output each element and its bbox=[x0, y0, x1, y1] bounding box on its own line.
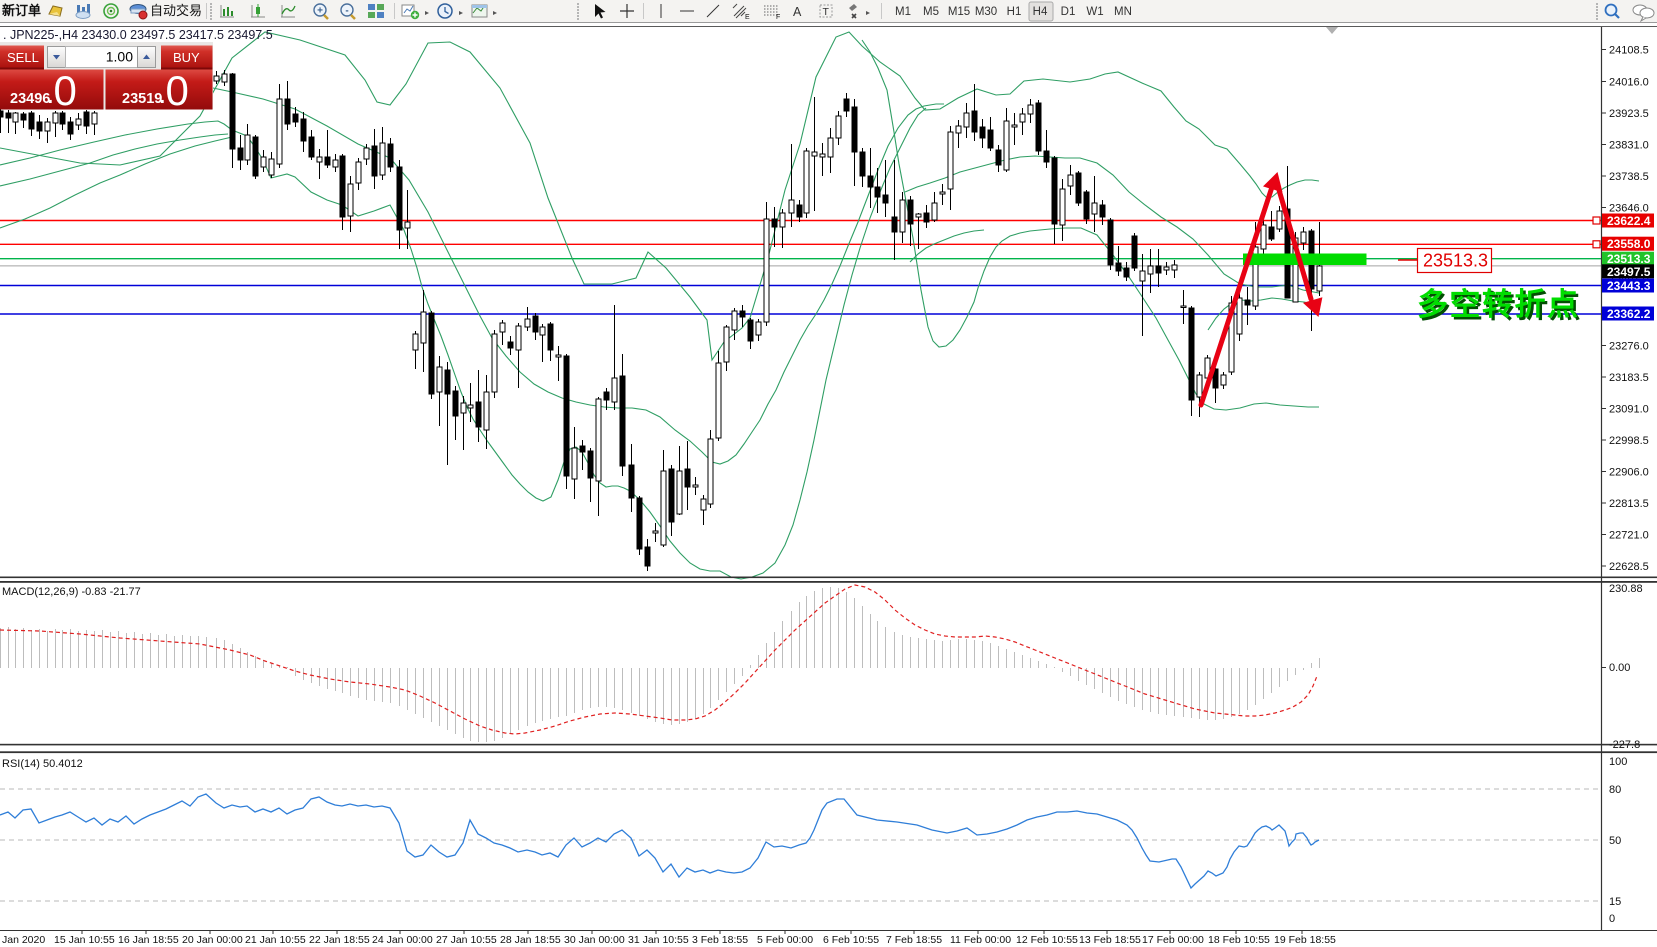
svg-text:D1: D1 bbox=[1061, 6, 1076, 18]
svg-text:23622.4: 23622.4 bbox=[1607, 214, 1651, 228]
svg-text:+: + bbox=[317, 6, 323, 17]
svg-text:24108.5: 24108.5 bbox=[1609, 45, 1649, 57]
svg-text:18 Feb 10:55: 18 Feb 10:55 bbox=[1208, 934, 1270, 946]
svg-text:1.00: 1.00 bbox=[106, 49, 133, 65]
svg-text:0: 0 bbox=[166, 67, 189, 114]
svg-text:50: 50 bbox=[1609, 835, 1621, 847]
svg-text:22813.5: 22813.5 bbox=[1609, 498, 1649, 510]
svg-text:新订单: 新订单 bbox=[2, 3, 41, 18]
svg-text:17 Feb 00:00: 17 Feb 00:00 bbox=[1142, 934, 1204, 946]
svg-text:23362.2: 23362.2 bbox=[1607, 307, 1651, 321]
svg-text:16 Jan 18:55: 16 Jan 18:55 bbox=[118, 934, 179, 946]
svg-text:23738.5: 23738.5 bbox=[1609, 171, 1649, 183]
svg-text:A: A bbox=[793, 5, 802, 19]
svg-text:. JPN225-,H4 23430.0 23497.5: . JPN225-,H4 23430.0 23497.5 23417.5 234… bbox=[3, 28, 273, 42]
svg-text:多空转折点: 多空转折点 bbox=[1420, 290, 1583, 325]
svg-text:Jan 2020: Jan 2020 bbox=[2, 934, 45, 946]
svg-text:6 Feb 10:55: 6 Feb 10:55 bbox=[823, 934, 879, 946]
svg-text:T: T bbox=[823, 6, 830, 18]
svg-text:0: 0 bbox=[1609, 913, 1615, 925]
svg-text:24 Jan 00:00: 24 Jan 00:00 bbox=[372, 934, 433, 946]
svg-text:23496: 23496 bbox=[10, 91, 50, 107]
svg-text:31 Jan 10:55: 31 Jan 10:55 bbox=[628, 934, 689, 946]
svg-text:19 Feb 18:55: 19 Feb 18:55 bbox=[1274, 934, 1336, 946]
svg-text:21 Jan 10:55: 21 Jan 10:55 bbox=[245, 934, 306, 946]
svg-text:3 Feb 18:55: 3 Feb 18:55 bbox=[692, 934, 748, 946]
svg-text:23646.0: 23646.0 bbox=[1609, 203, 1649, 215]
svg-text:M5: M5 bbox=[923, 6, 939, 18]
svg-text:22 Jan 18:55: 22 Jan 18:55 bbox=[309, 934, 370, 946]
svg-text:23513.3: 23513.3 bbox=[1423, 251, 1488, 271]
svg-text:MN: MN bbox=[1114, 6, 1132, 18]
svg-text:多空转折点: 多空转折点 bbox=[1417, 287, 1580, 322]
svg-text:23558.0: 23558.0 bbox=[1607, 237, 1651, 251]
svg-text:15: 15 bbox=[1609, 896, 1621, 908]
svg-text:RSI(14) 50.4012: RSI(14) 50.4012 bbox=[2, 758, 83, 770]
svg-text:12 Feb 10:55: 12 Feb 10:55 bbox=[1016, 934, 1078, 946]
svg-text:H1: H1 bbox=[1007, 6, 1022, 18]
svg-text:M15: M15 bbox=[948, 6, 970, 18]
svg-text:.: . bbox=[48, 86, 54, 108]
svg-text:23183.5: 23183.5 bbox=[1609, 372, 1649, 384]
svg-text:230.88: 230.88 bbox=[1609, 583, 1643, 595]
svg-text:M1: M1 bbox=[895, 6, 911, 18]
svg-text:0: 0 bbox=[54, 67, 77, 114]
svg-text:23497.5: 23497.5 bbox=[1607, 265, 1651, 279]
svg-text:-227.8: -227.8 bbox=[1609, 739, 1640, 751]
svg-text:100: 100 bbox=[1609, 756, 1627, 768]
svg-text:24016.0: 24016.0 bbox=[1609, 77, 1649, 89]
svg-text:30 Jan 00:00: 30 Jan 00:00 bbox=[564, 934, 625, 946]
svg-text:BUY: BUY bbox=[173, 50, 200, 65]
svg-text:27 Jan 10:55: 27 Jan 10:55 bbox=[436, 934, 497, 946]
svg-text:23276.0: 23276.0 bbox=[1609, 341, 1649, 353]
svg-text:22721.0: 22721.0 bbox=[1609, 530, 1649, 542]
svg-text:20 Jan 00:00: 20 Jan 00:00 bbox=[182, 934, 243, 946]
svg-text:MACD(12,26,9) -0.83 -21.77: MACD(12,26,9) -0.83 -21.77 bbox=[2, 586, 141, 598]
svg-text:11 Feb 00:00: 11 Feb 00:00 bbox=[950, 934, 1011, 946]
svg-text:28 Jan 18:55: 28 Jan 18:55 bbox=[500, 934, 561, 946]
svg-text:F: F bbox=[776, 14, 780, 21]
svg-text:SELL: SELL bbox=[7, 50, 39, 65]
svg-text:E: E bbox=[745, 14, 750, 21]
svg-text:15 Jan 10:55: 15 Jan 10:55 bbox=[54, 934, 115, 946]
svg-text:22906.0: 22906.0 bbox=[1609, 467, 1649, 479]
svg-text:23513.3: 23513.3 bbox=[1607, 252, 1651, 266]
svg-text:23519: 23519 bbox=[122, 91, 162, 107]
svg-text:23091.0: 23091.0 bbox=[1609, 404, 1649, 416]
svg-text:7 Feb 18:55: 7 Feb 18:55 bbox=[886, 934, 942, 946]
svg-text:M30: M30 bbox=[975, 6, 997, 18]
svg-text:13 Feb 18:55: 13 Feb 18:55 bbox=[1079, 934, 1141, 946]
svg-text:23831.0: 23831.0 bbox=[1609, 140, 1649, 152]
svg-text:80: 80 bbox=[1609, 784, 1621, 796]
svg-text:H4: H4 bbox=[1033, 6, 1048, 18]
svg-text:23443.3: 23443.3 bbox=[1607, 279, 1651, 293]
svg-text:0.00: 0.00 bbox=[1609, 662, 1630, 674]
svg-text:22628.5: 22628.5 bbox=[1609, 561, 1649, 573]
svg-text:W1: W1 bbox=[1086, 6, 1103, 18]
svg-text:自动交易: 自动交易 bbox=[150, 3, 202, 18]
svg-text:22998.5: 22998.5 bbox=[1609, 435, 1649, 447]
svg-text:23923.5: 23923.5 bbox=[1609, 108, 1649, 120]
svg-text:.: . bbox=[160, 86, 166, 108]
svg-text:-: - bbox=[345, 6, 348, 17]
svg-text:5 Feb 00:00: 5 Feb 00:00 bbox=[757, 934, 813, 946]
